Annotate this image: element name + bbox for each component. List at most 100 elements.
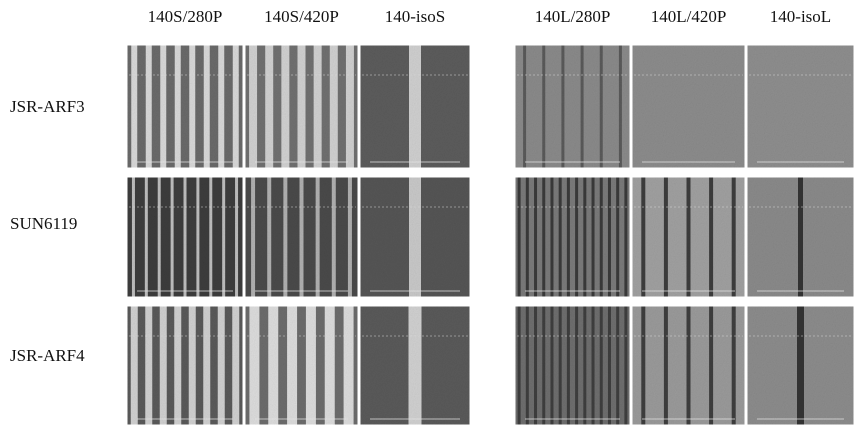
micrograph bbox=[360, 45, 470, 168]
line-pattern bbox=[550, 306, 554, 425]
micrograph bbox=[747, 177, 854, 297]
line-pattern bbox=[599, 306, 603, 425]
image-border bbox=[746, 176, 854, 298]
line-pattern bbox=[566, 306, 570, 425]
line-pattern bbox=[217, 306, 225, 425]
line-pattern bbox=[624, 306, 628, 425]
line-pattern bbox=[408, 306, 422, 425]
line-pattern bbox=[561, 45, 565, 168]
column-header: 140S/280P bbox=[148, 7, 223, 26]
line-pattern bbox=[663, 177, 668, 297]
image-bg bbox=[515, 306, 630, 425]
line-pattern bbox=[542, 45, 546, 168]
image-border bbox=[631, 44, 746, 169]
line-pattern bbox=[305, 306, 316, 425]
column-header: 140-isoS bbox=[385, 7, 445, 26]
line-pattern bbox=[616, 306, 620, 425]
line-pattern bbox=[599, 45, 603, 168]
image-border bbox=[244, 305, 359, 425]
line-pattern bbox=[575, 177, 579, 297]
line-pattern bbox=[525, 306, 529, 425]
line-pattern bbox=[157, 177, 161, 297]
line-pattern bbox=[534, 306, 538, 425]
line-pattern bbox=[189, 45, 196, 168]
line-pattern bbox=[145, 306, 153, 425]
line-pattern bbox=[315, 177, 320, 297]
line-pattern bbox=[731, 177, 736, 297]
image-border bbox=[631, 305, 746, 425]
image-bg bbox=[127, 306, 243, 425]
line-pattern bbox=[131, 45, 138, 168]
image-border bbox=[244, 44, 359, 169]
line-pattern bbox=[160, 45, 167, 168]
micrograph bbox=[515, 45, 630, 168]
micrograph bbox=[360, 306, 470, 425]
column-header: 140L/420P bbox=[651, 7, 727, 26]
line-pattern bbox=[731, 306, 736, 425]
micrograph bbox=[360, 177, 470, 297]
row-label: JSR-ARF3 bbox=[10, 97, 85, 116]
image-border bbox=[359, 44, 471, 169]
line-pattern bbox=[591, 177, 595, 297]
line-pattern bbox=[575, 306, 579, 425]
image-border bbox=[126, 176, 244, 298]
line-pattern bbox=[174, 45, 181, 168]
line-pattern bbox=[580, 45, 584, 168]
line-pattern bbox=[287, 306, 298, 425]
line-pattern bbox=[174, 306, 182, 425]
micrograph bbox=[127, 177, 243, 297]
line-pattern bbox=[542, 177, 546, 297]
line-pattern bbox=[297, 45, 306, 168]
micrograph bbox=[515, 177, 630, 297]
line-pattern bbox=[343, 306, 354, 425]
micrograph bbox=[245, 177, 358, 297]
image-border bbox=[126, 44, 244, 169]
micrograph bbox=[632, 306, 745, 425]
line-pattern bbox=[641, 177, 646, 297]
image-border bbox=[631, 176, 746, 298]
column-header: 140S/420P bbox=[264, 7, 339, 26]
line-pattern bbox=[299, 177, 304, 297]
image-border bbox=[126, 305, 244, 425]
line-pattern bbox=[203, 306, 211, 425]
line-pattern bbox=[144, 177, 148, 297]
line-pattern bbox=[251, 177, 256, 297]
line-pattern bbox=[607, 177, 611, 297]
line-pattern bbox=[523, 45, 527, 168]
micrograph bbox=[747, 45, 854, 168]
image-border bbox=[244, 176, 359, 298]
micrograph bbox=[632, 177, 745, 297]
line-pattern bbox=[131, 177, 135, 297]
line-pattern bbox=[203, 45, 210, 168]
line-pattern bbox=[409, 45, 421, 168]
image-border bbox=[514, 176, 631, 298]
line-pattern bbox=[345, 45, 354, 168]
line-pattern bbox=[583, 177, 587, 297]
image-bg bbox=[747, 45, 854, 168]
line-pattern bbox=[188, 306, 196, 425]
line-pattern bbox=[558, 177, 562, 297]
image-border bbox=[359, 176, 471, 298]
micrograph bbox=[245, 306, 358, 425]
line-pattern bbox=[663, 306, 668, 425]
row-label: JSR-ARF4 bbox=[10, 346, 85, 365]
image-border bbox=[746, 305, 854, 425]
micrograph bbox=[127, 306, 243, 425]
image-border bbox=[514, 44, 631, 169]
line-pattern bbox=[145, 45, 152, 168]
line-pattern bbox=[209, 177, 213, 297]
column-header: 140-isoL bbox=[770, 7, 831, 26]
line-pattern bbox=[591, 306, 595, 425]
line-pattern bbox=[709, 177, 714, 297]
line-pattern bbox=[249, 306, 260, 425]
line-pattern bbox=[797, 306, 804, 425]
line-pattern bbox=[525, 177, 529, 297]
line-pattern bbox=[616, 177, 620, 297]
micrograph bbox=[515, 306, 630, 425]
line-pattern bbox=[517, 306, 521, 425]
line-pattern bbox=[218, 45, 225, 168]
line-pattern bbox=[267, 177, 272, 297]
image-border bbox=[359, 305, 471, 425]
line-pattern bbox=[235, 177, 239, 297]
